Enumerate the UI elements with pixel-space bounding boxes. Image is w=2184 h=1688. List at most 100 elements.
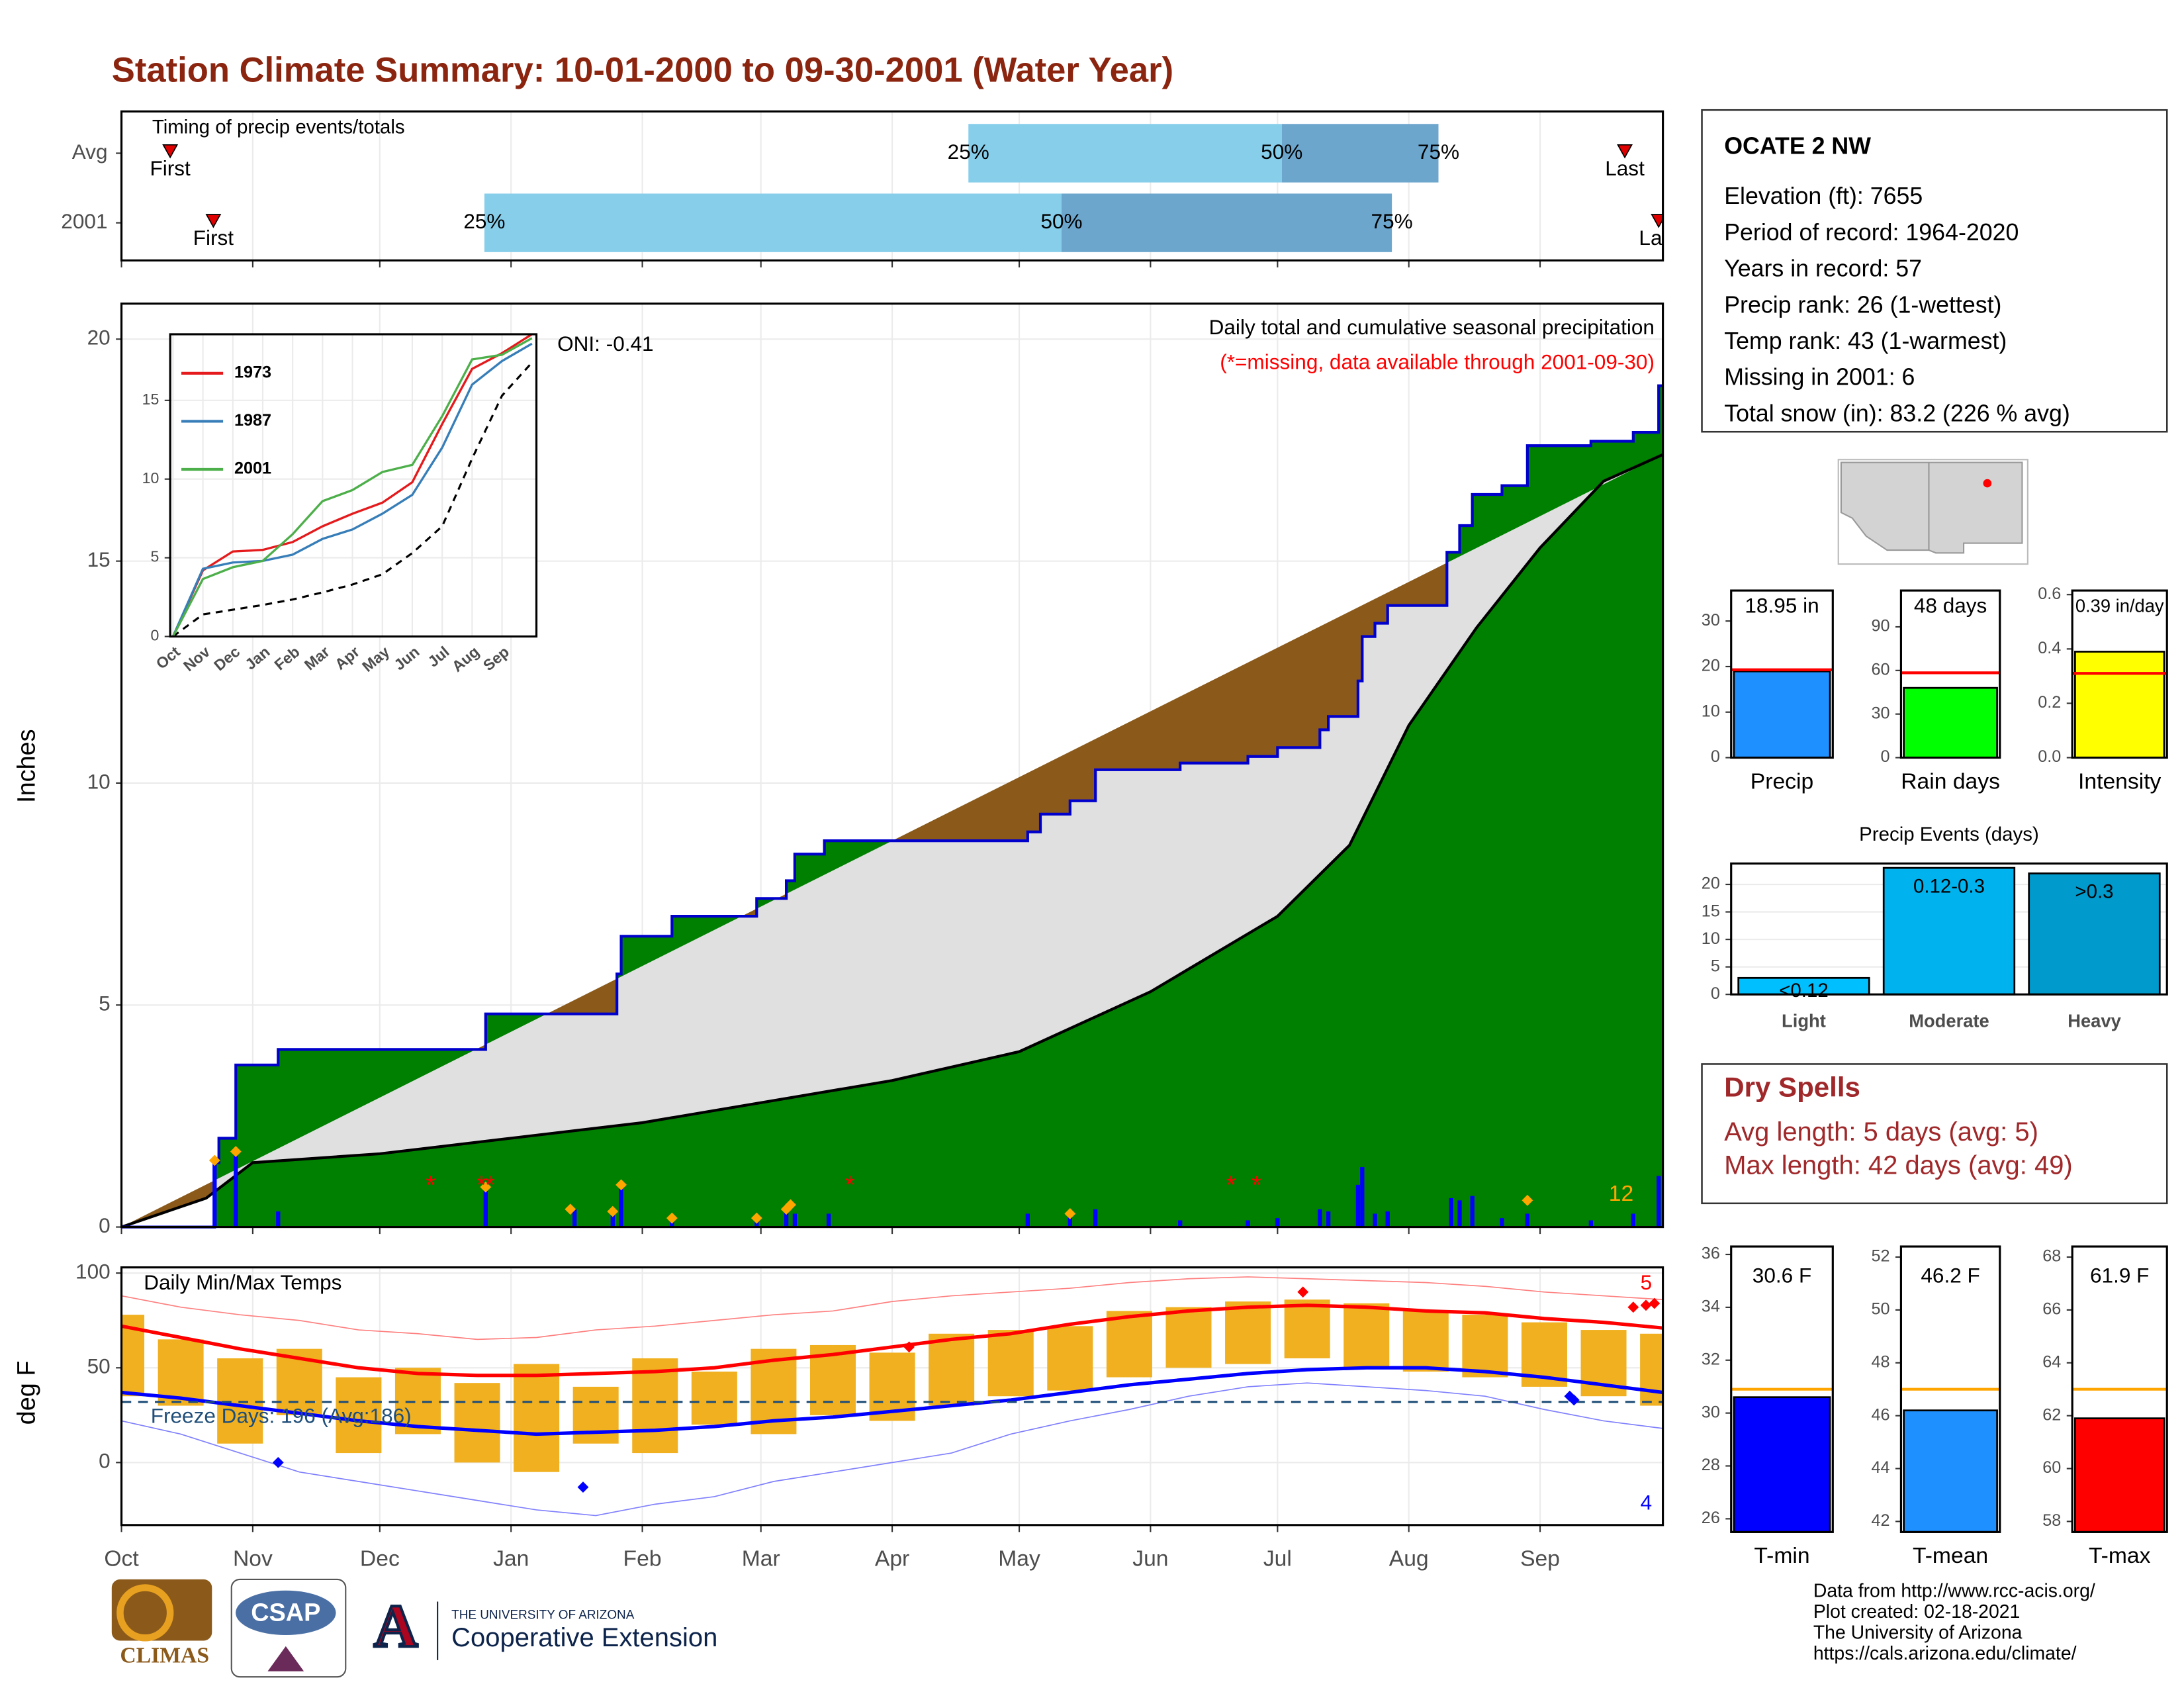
- temp-range-bar: [514, 1364, 560, 1472]
- event-label: Last: [1639, 226, 1678, 250]
- csap-cloud: [236, 1590, 336, 1636]
- page-title: Station Climate Summary: 10-01-2000 to 0…: [112, 50, 1173, 89]
- y-tick-label: 0: [99, 1449, 111, 1473]
- snow-marker: [230, 1146, 242, 1157]
- percent-label: 75%: [1418, 140, 1459, 164]
- daily-bar: [1326, 1211, 1331, 1227]
- y-tick-label: 0: [1711, 984, 1720, 1003]
- record-marker: [1640, 1299, 1652, 1311]
- footer-line: Data from http://www.rcc-acis.org/: [1813, 1580, 2095, 1601]
- series-line: [171, 337, 533, 637]
- daily-bar: [1093, 1209, 1098, 1227]
- legend-label: 1973: [234, 363, 271, 382]
- x-tick-label: Oct: [104, 1546, 139, 1571]
- value-label: 46.2 F: [1921, 1264, 1979, 1288]
- y-tick-label: 48: [1871, 1352, 1889, 1371]
- cumulative-area: [121, 385, 1663, 1227]
- temp-range-bar: [1165, 1307, 1212, 1368]
- extension-text: Cooperative Extension: [451, 1623, 717, 1652]
- daily-bar: [1470, 1196, 1475, 1227]
- location-map: [1837, 459, 2028, 565]
- y-tick-label: 0: [1881, 747, 1890, 766]
- panel-frame: [120, 1266, 1664, 1526]
- daily-bar: [1657, 1176, 1661, 1227]
- temp-range-bar: [572, 1386, 619, 1444]
- x-tick-label: Nov: [233, 1546, 273, 1571]
- temp-range-bar: [1402, 1311, 1449, 1372]
- temp-range-bar: [1106, 1311, 1152, 1378]
- y-tick-label: 20: [1702, 657, 1720, 675]
- y-tick-label: 68: [2042, 1247, 2061, 1266]
- y-tick-label: 0.4: [2038, 639, 2061, 657]
- percent-label: 50%: [1261, 140, 1302, 164]
- temp-range-bar: [632, 1358, 678, 1454]
- normal-min-line: [121, 1366, 1663, 1436]
- temp-range-bar: [158, 1339, 204, 1406]
- snow-marker: [751, 1212, 762, 1224]
- missing-marker: *: [485, 1172, 495, 1199]
- bar: [1733, 670, 1831, 759]
- bar: [1903, 686, 1998, 759]
- missing-marker: *: [845, 1172, 855, 1199]
- y-tick-label: 66: [2042, 1300, 2061, 1319]
- percent-label: 25%: [948, 140, 989, 164]
- inset-panel: [170, 334, 537, 637]
- category-label: T-max: [2089, 1544, 2151, 1568]
- average-line: [120, 453, 1664, 1229]
- category-label: Heavy: [2068, 1011, 2121, 1031]
- temp-range-bar: [454, 1383, 500, 1463]
- x-tick-label: Jan: [493, 1546, 529, 1571]
- percent-label: 75%: [1371, 209, 1413, 233]
- record-marker: [1564, 1390, 1576, 1402]
- temp-range-bar: [1462, 1315, 1508, 1378]
- x-tick-label: Dec: [360, 1546, 400, 1571]
- panel-frame: [1730, 1245, 1834, 1533]
- daily-bar: [212, 1162, 217, 1227]
- event-marker: [1617, 144, 1633, 159]
- missing-marker: *: [426, 1172, 435, 1199]
- bar: [2028, 872, 2161, 996]
- y-tick-label: 15: [1702, 902, 1720, 920]
- bar-label: >0.3: [2075, 881, 2113, 903]
- station-line: Missing in 2001: 6: [1724, 364, 1915, 391]
- y-tick-label: 10: [1702, 702, 1720, 720]
- station-line: Precip rank: 26 (1-wettest): [1724, 291, 2001, 318]
- event-label: First: [193, 226, 234, 250]
- event-marker: [162, 144, 179, 159]
- category-label: Precip: [1751, 769, 1813, 794]
- map-station: [1983, 479, 1992, 488]
- percent-label: 50%: [1040, 209, 1082, 233]
- y-tick-label: 0: [150, 627, 159, 644]
- footer: Data from http://www.rcc-acis.org/ Plot …: [1813, 1580, 2095, 1664]
- freeze-label: Freeze Days: 196 (Avg:186): [151, 1403, 412, 1427]
- station-line: Period of record: 1964-2020: [1724, 219, 2019, 246]
- value-label: 48 days: [1914, 594, 1987, 618]
- y-tick-label: 0.0: [2038, 747, 2061, 766]
- x-tick-label: May: [998, 1546, 1040, 1571]
- category-label: T-min: [1754, 1544, 1809, 1568]
- station-box: OCATE 2 NW Elevation (ft): 7655 Period o…: [1701, 109, 2168, 433]
- y-tick-label: 10: [142, 469, 159, 487]
- daily-bar: [1360, 1167, 1365, 1227]
- daily-bar: [1457, 1200, 1462, 1227]
- daily-bar: [1246, 1220, 1250, 1227]
- bar: [1733, 1396, 1831, 1533]
- csap-mountain: [267, 1646, 304, 1671]
- daily-bar: [1500, 1218, 1504, 1227]
- panel-frame: [1899, 589, 2001, 759]
- timing-rows: 25% 50% 75% First Last 25% 50% 75% First Last: [150, 124, 1678, 252]
- range-low: [484, 193, 1062, 252]
- y-tick-label: 50: [1871, 1300, 1889, 1319]
- snow-count: 12: [1609, 1182, 1633, 1206]
- bar: [2074, 1417, 2165, 1533]
- daily-bar: [1318, 1209, 1322, 1227]
- average-line: [172, 361, 533, 637]
- snow-marker: [208, 1154, 220, 1166]
- footer-line: https://cals.arizona.edu/climate/: [1813, 1643, 2077, 1664]
- x-tick-label: Apr: [875, 1546, 909, 1571]
- panel-title: Daily Min/Max Temps: [144, 1270, 341, 1294]
- y-tick-label: 60: [2042, 1458, 2061, 1477]
- dry-spells-box: Dry Spells Avg length: 5 days (avg: 5) M…: [1701, 1063, 2168, 1205]
- panel-subtitle: (*=missing, data available through 2001-…: [1220, 350, 1655, 373]
